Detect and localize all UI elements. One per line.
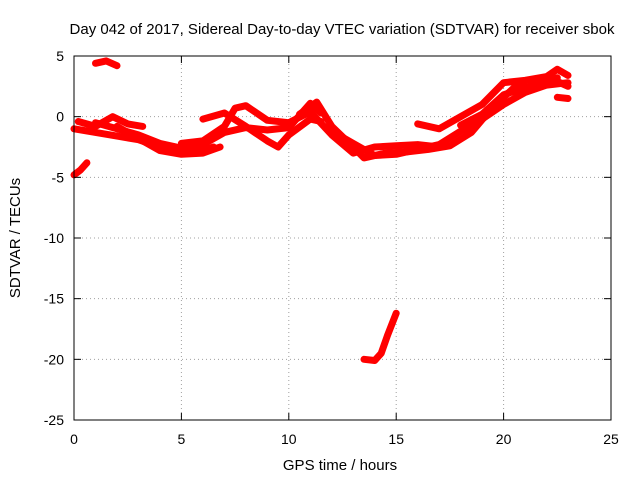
x-tick-label: 15 xyxy=(388,431,404,447)
y-axis-label: SDTVAR / TECUs xyxy=(7,178,24,298)
data-point xyxy=(242,123,249,130)
data-point xyxy=(384,331,391,339)
data-point xyxy=(103,57,110,65)
data-point xyxy=(296,111,303,118)
data-point xyxy=(457,122,464,129)
data-point xyxy=(328,123,335,130)
data-point xyxy=(378,350,385,357)
data-point xyxy=(264,137,271,145)
data-point xyxy=(77,166,84,174)
data-point xyxy=(92,119,99,126)
data-point xyxy=(92,60,99,67)
data-point xyxy=(139,123,146,130)
data-point xyxy=(414,146,421,153)
y-tick-label: 5 xyxy=(56,48,64,64)
data-point xyxy=(478,111,486,118)
x-tick-label: 25 xyxy=(603,431,619,447)
data-point xyxy=(109,113,116,120)
data-point xyxy=(554,66,561,73)
data-point xyxy=(521,77,529,84)
data-point xyxy=(328,128,335,135)
data-point xyxy=(113,132,121,140)
x-tick-label: 20 xyxy=(496,431,512,447)
y-tick-label: -5 xyxy=(52,169,65,185)
y-tick-label: -15 xyxy=(44,291,64,307)
data-point xyxy=(313,98,320,106)
data-point xyxy=(242,102,249,109)
data-point xyxy=(75,118,82,125)
data-point xyxy=(221,109,228,117)
data-point xyxy=(414,120,421,128)
data-point xyxy=(371,143,378,151)
data-point xyxy=(156,147,164,154)
x-axis-label: GPS time / hours xyxy=(283,457,397,474)
data-point xyxy=(307,115,314,123)
data-point xyxy=(216,143,224,151)
data-point xyxy=(371,152,378,159)
data-point xyxy=(436,125,443,132)
x-tick-label: 0 xyxy=(70,431,78,447)
data-point xyxy=(360,356,368,363)
data-point xyxy=(350,140,357,147)
data-point xyxy=(478,101,486,108)
data-point xyxy=(554,94,561,101)
y-tick-label: -25 xyxy=(44,412,64,428)
data-point xyxy=(564,95,572,102)
y-tick-label: -20 xyxy=(44,351,64,367)
chart-title: Day 042 of 2017, Sidereal Day-to-day VTE… xyxy=(70,21,615,38)
data-point xyxy=(264,117,271,124)
data-point xyxy=(135,135,142,142)
data-series-arc-8 xyxy=(199,109,325,151)
data-point xyxy=(371,357,378,364)
data-point xyxy=(221,123,228,130)
data-point xyxy=(500,91,507,99)
y-tick-label: -10 xyxy=(44,230,64,246)
data-point xyxy=(500,79,507,86)
data-point xyxy=(199,115,207,123)
data-point xyxy=(360,154,368,162)
data-point xyxy=(564,79,572,86)
data-point xyxy=(543,78,550,85)
data-point xyxy=(199,137,207,145)
data-point xyxy=(500,101,507,108)
data-point xyxy=(199,149,207,157)
data-point xyxy=(446,142,454,149)
x-tick-label: 10 xyxy=(281,431,297,447)
data-point xyxy=(393,310,400,317)
data-point xyxy=(564,72,572,79)
data-point xyxy=(92,129,99,136)
data-point xyxy=(264,126,271,134)
data-series-group xyxy=(70,57,572,364)
data-point xyxy=(156,140,164,147)
data-point xyxy=(285,119,292,126)
data-point xyxy=(178,140,185,147)
data-point xyxy=(113,123,121,130)
data-point xyxy=(124,120,131,128)
data-point xyxy=(436,141,443,148)
data-point xyxy=(521,84,529,91)
x-tick-label: 5 xyxy=(178,431,186,447)
data-point xyxy=(393,151,400,158)
data-point xyxy=(393,142,400,149)
data-point xyxy=(468,129,475,136)
data-point xyxy=(83,159,91,166)
y-tick-label: 0 xyxy=(56,109,64,125)
data-point xyxy=(457,113,464,120)
data-point xyxy=(231,105,239,112)
data-point xyxy=(113,62,121,69)
data-point xyxy=(317,118,325,125)
axes: 0 5 10 15 20 25 -25 -20 -15 -10 -5 0 5 xyxy=(44,48,619,447)
data-point xyxy=(274,143,282,151)
data-series-arc-10 xyxy=(328,79,572,159)
data-point xyxy=(285,131,292,139)
grid xyxy=(74,56,611,420)
data-point xyxy=(178,151,185,158)
data-point xyxy=(554,74,561,82)
data-point xyxy=(457,128,464,135)
